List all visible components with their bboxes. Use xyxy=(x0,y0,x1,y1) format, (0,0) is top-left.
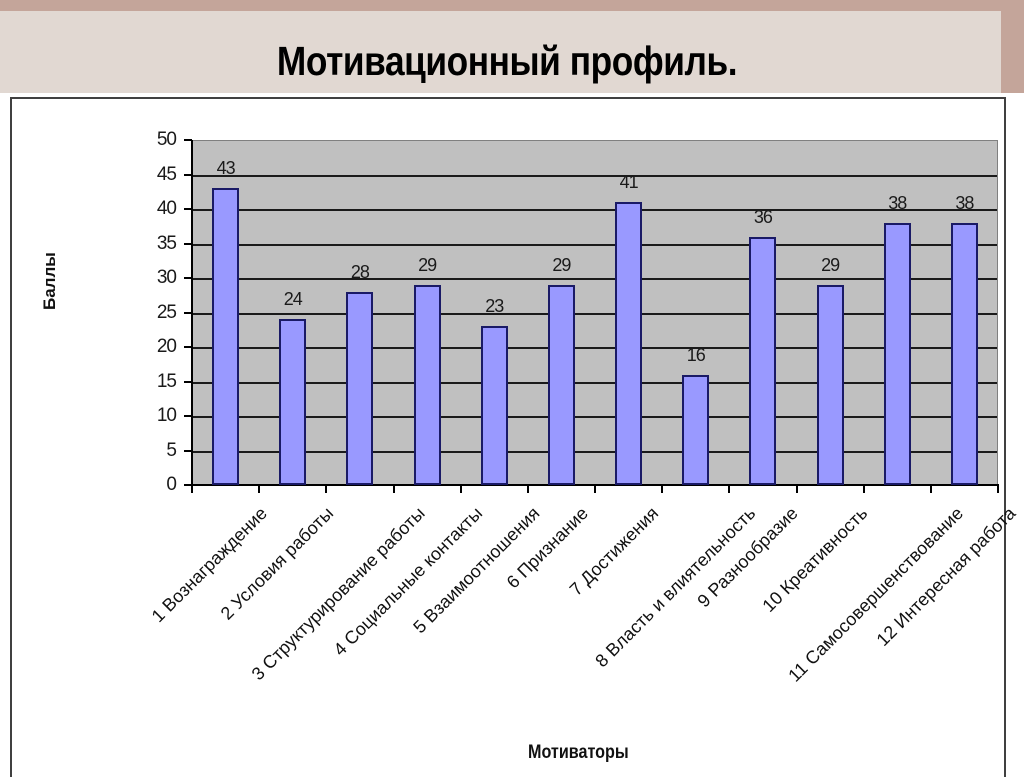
x-tick-mark xyxy=(526,485,529,493)
gridline xyxy=(192,450,997,453)
x-tick-mark xyxy=(929,485,932,493)
y-tick-label: 0 xyxy=(166,474,177,495)
y-tick-mark xyxy=(184,346,192,348)
gridline xyxy=(192,312,997,315)
gridline xyxy=(192,416,997,418)
gridline xyxy=(192,381,997,384)
bar-value-label: 29 xyxy=(821,254,840,275)
y-axis-line xyxy=(191,140,193,486)
x-tick-mark xyxy=(795,485,798,493)
x-tick-mark xyxy=(325,485,328,493)
bar xyxy=(547,284,575,485)
bar xyxy=(682,374,710,485)
x-tick-mark xyxy=(594,485,596,493)
bar-value-label: 28 xyxy=(350,261,370,282)
x-tick-mark xyxy=(661,485,664,493)
bar-value-label: 24 xyxy=(283,289,303,310)
y-tick-mark xyxy=(184,415,192,417)
y-tick-mark xyxy=(184,311,192,314)
bar-value-label: 29 xyxy=(552,254,571,275)
y-tick-mark xyxy=(184,449,192,452)
bar-value-label: 16 xyxy=(686,344,706,365)
bar xyxy=(413,284,441,485)
x-axis-line xyxy=(184,484,999,486)
title-band xyxy=(0,11,1001,93)
gridline xyxy=(192,243,997,246)
bar-value-label: 43 xyxy=(216,158,236,179)
y-tick-label: 30 xyxy=(156,267,177,288)
bar xyxy=(615,202,643,485)
right-accent-strip xyxy=(1001,0,1024,93)
y-tick-mark xyxy=(184,208,192,210)
y-tick-mark xyxy=(184,173,192,176)
bar-value-label: 29 xyxy=(418,254,437,275)
bar-value-label: 38 xyxy=(955,192,974,213)
x-tick-mark xyxy=(728,485,731,493)
y-tick-mark xyxy=(184,484,192,486)
bar xyxy=(950,222,978,485)
y-tick-label: 40 xyxy=(156,198,177,219)
y-axis-title: Баллы xyxy=(40,252,59,310)
gridline xyxy=(192,278,997,280)
x-tick-mark xyxy=(392,485,395,493)
x-tick-mark xyxy=(191,485,193,493)
bar xyxy=(279,319,307,485)
x-tick-mark xyxy=(459,485,462,493)
y-tick-label: 45 xyxy=(156,163,177,185)
slide-title: Мотивационный профиль. xyxy=(276,38,738,84)
gridline xyxy=(192,209,997,211)
bar xyxy=(883,222,911,485)
x-axis-title: Мотиваторы xyxy=(528,742,629,763)
y-tick-label: 5 xyxy=(166,439,177,461)
bar xyxy=(212,188,240,485)
y-tick-mark xyxy=(184,277,192,279)
bar xyxy=(816,284,844,485)
gridline xyxy=(192,174,997,177)
y-tick-label: 10 xyxy=(156,405,177,426)
bar-value-label: 41 xyxy=(619,172,639,193)
y-tick-mark xyxy=(184,139,192,141)
bar xyxy=(480,326,508,485)
x-tick-mark xyxy=(997,485,999,493)
top-accent-strip xyxy=(0,0,1024,11)
x-tick-mark xyxy=(258,485,261,493)
y-tick-mark xyxy=(184,380,192,383)
x-tick-mark xyxy=(862,485,865,493)
plot-area xyxy=(192,140,998,485)
y-tick-label: 50 xyxy=(156,129,177,150)
gridline xyxy=(192,347,997,349)
bar xyxy=(346,291,374,485)
y-tick-label: 20 xyxy=(156,336,177,357)
bar-value-label: 23 xyxy=(485,296,504,317)
bar xyxy=(749,236,777,485)
y-tick-label: 25 xyxy=(156,301,177,323)
y-tick-label: 15 xyxy=(156,370,177,392)
bar-value-label: 36 xyxy=(753,206,773,227)
y-tick-label: 35 xyxy=(156,232,177,254)
bar-value-label: 38 xyxy=(888,192,907,213)
y-tick-mark xyxy=(184,242,192,245)
